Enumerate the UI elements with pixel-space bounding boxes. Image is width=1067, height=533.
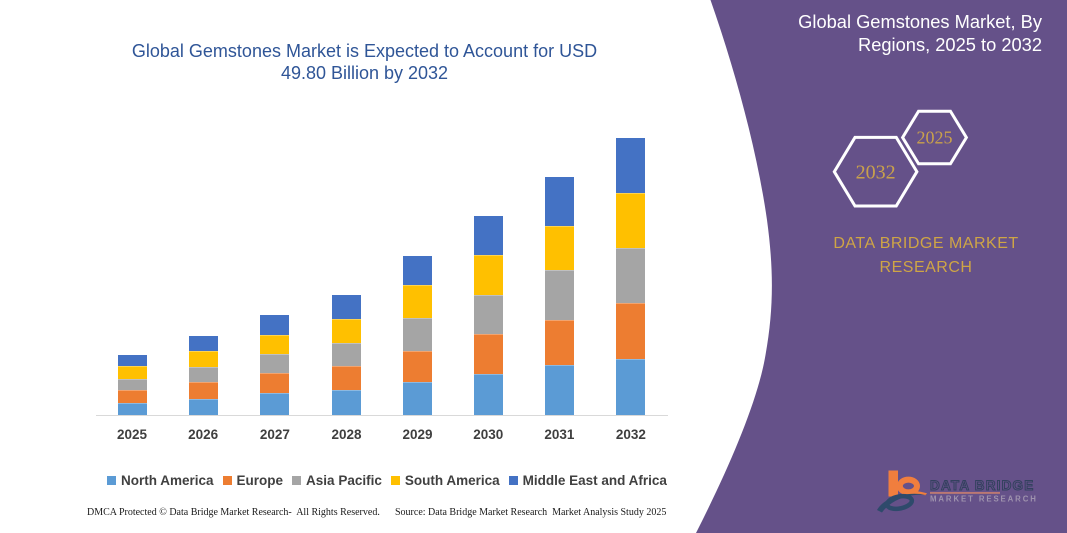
svg-text:2025: 2025 [917, 128, 953, 148]
svg-text:DATA BRIDGE: DATA BRIDGE [930, 478, 1034, 493]
svg-text:MARKET RESEARCH: MARKET RESEARCH [930, 495, 1038, 504]
svg-text:2032: 2032 [856, 162, 896, 184]
